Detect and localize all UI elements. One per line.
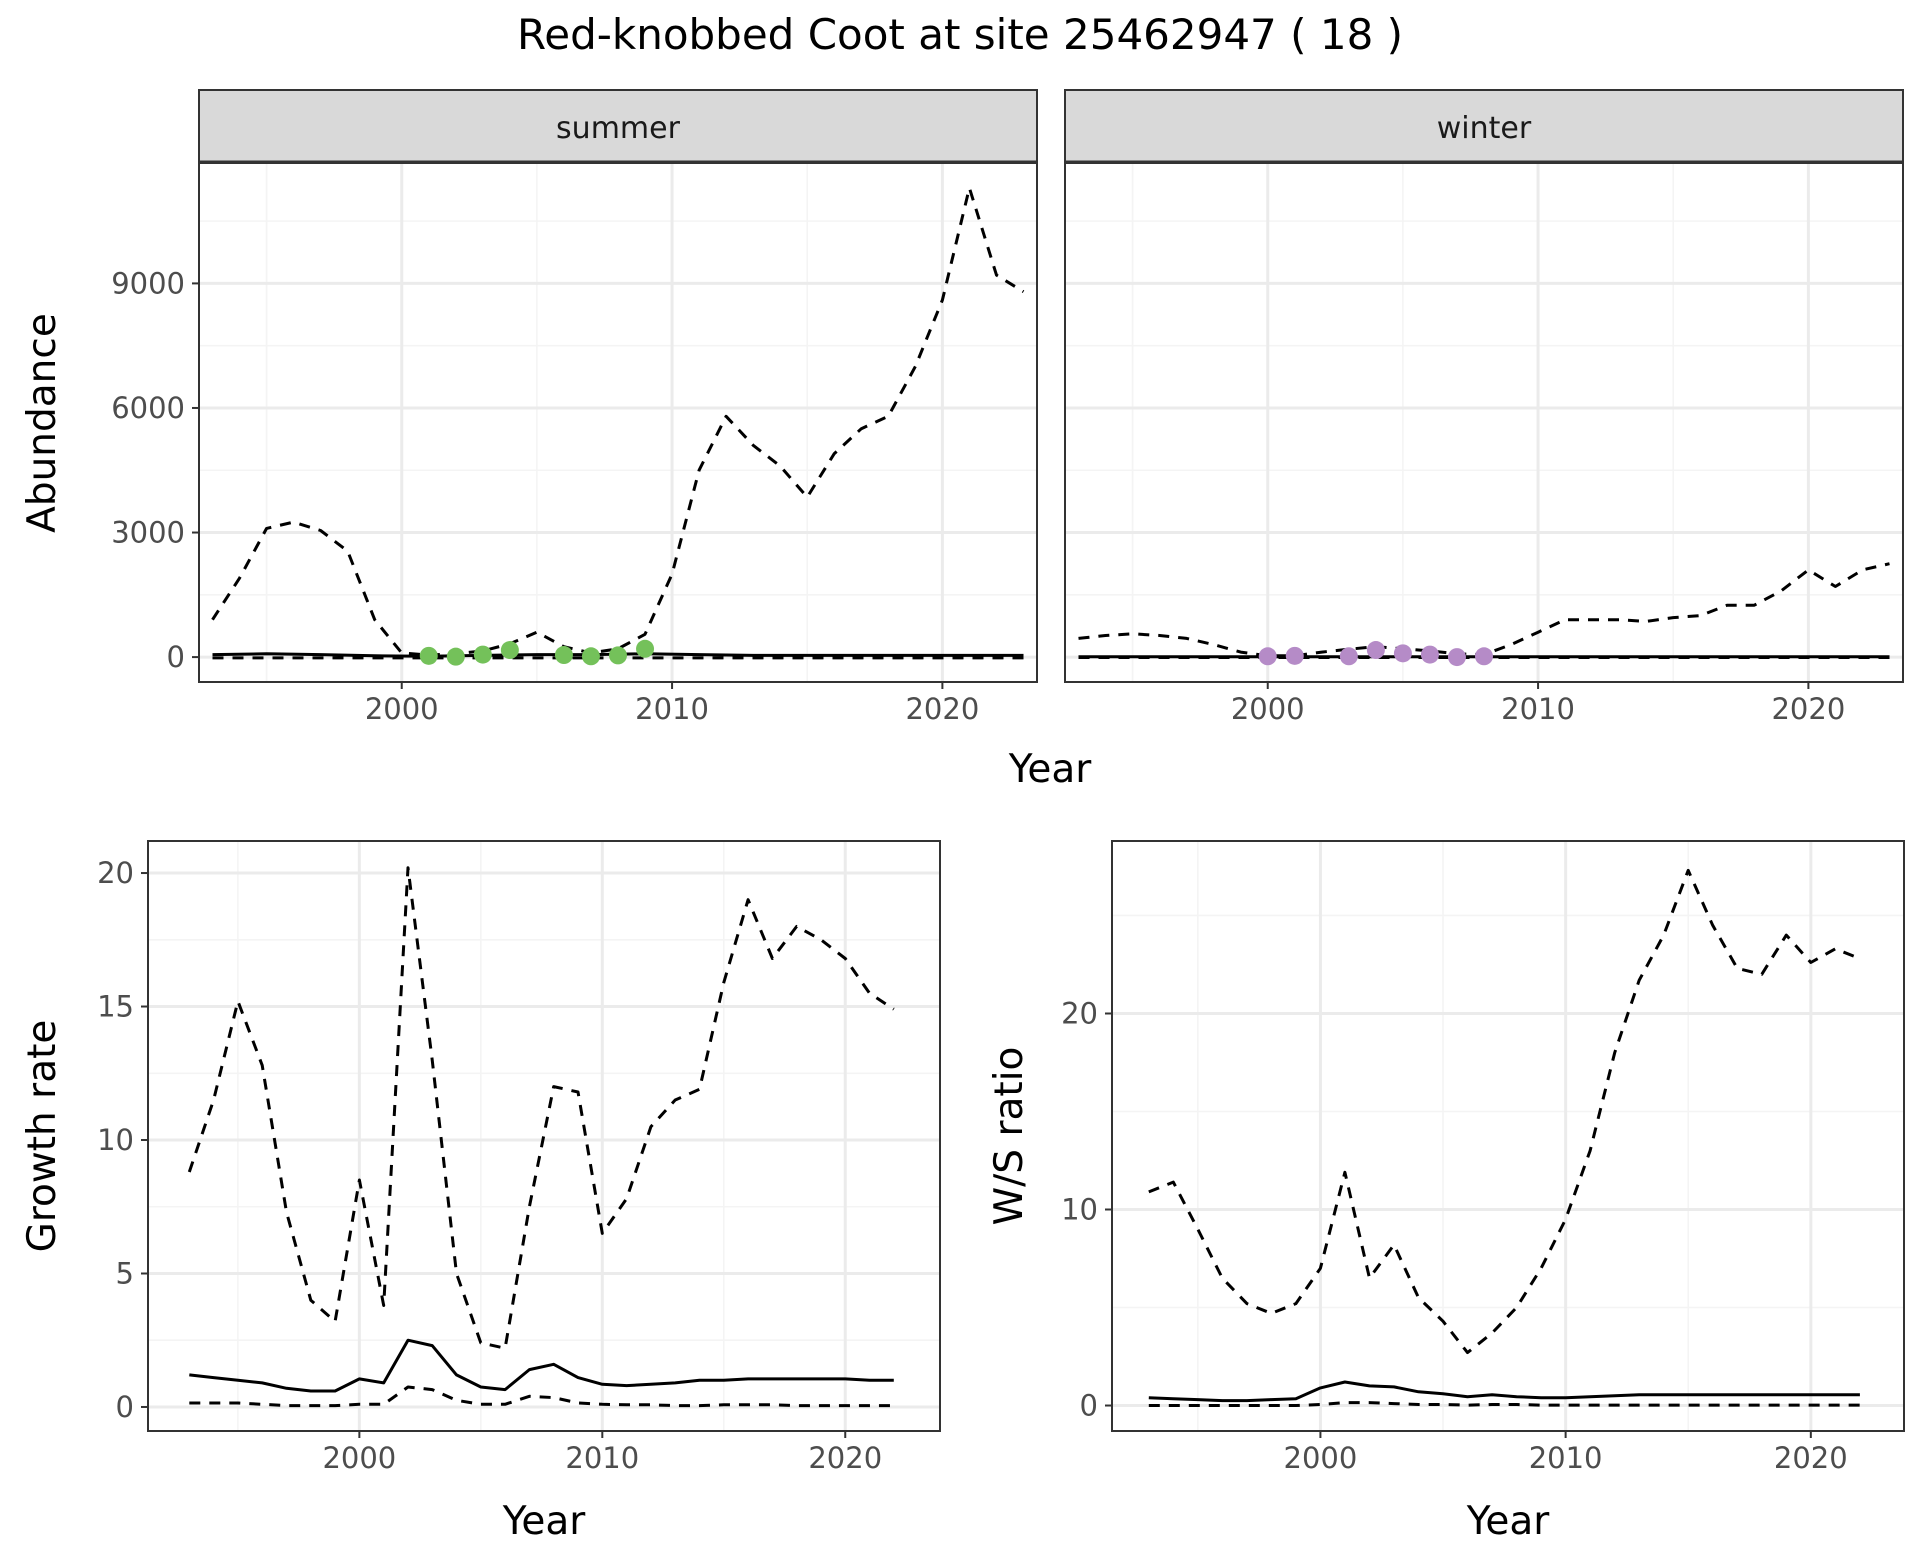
y-tick-label: 9000 <box>111 266 185 300</box>
y-tick-label: 0 <box>167 640 185 674</box>
summer-data-point <box>636 639 655 658</box>
y-tick-label: 5 <box>116 1256 134 1290</box>
ws-ratio-y-axis-title: W/S ratio <box>987 1047 1032 1226</box>
summer-data-point <box>609 646 627 665</box>
x-tick-label: 2000 <box>1284 1441 1358 1475</box>
x-tick-label: 2010 <box>1529 1441 1603 1475</box>
summer-data-point <box>446 647 465 666</box>
summer-data-point <box>554 646 573 665</box>
facet-strip <box>198 89 1038 164</box>
y-tick-label: 15 <box>97 990 134 1024</box>
winter-data-point <box>1393 644 1412 663</box>
figure-title: Red-knobbed Coot at site 25462947 ( 18 ) <box>517 10 1403 59</box>
growth-series-solid-line <box>189 1338 894 1393</box>
x-tick-label: 2010 <box>1501 692 1575 726</box>
y-tick-label: 20 <box>1061 996 1098 1030</box>
winter-data-point <box>1339 647 1358 666</box>
y-tick-label: 6000 <box>111 391 185 425</box>
y-tick-label: 20 <box>97 856 134 890</box>
facet-label-summer: summer <box>556 111 681 146</box>
y-tick-label: 10 <box>97 1123 134 1157</box>
summer-data-point <box>500 641 519 660</box>
winter-data-point <box>1285 646 1304 665</box>
x-tick-label: 2010 <box>565 1441 639 1475</box>
ws-ratio-series-solid-line <box>1148 1380 1860 1403</box>
panel-border <box>1111 840 1905 1432</box>
abundance-x-axis-title: Year <box>1008 747 1093 792</box>
summer-data-point <box>419 646 438 665</box>
ws-ratio-x-axis-title: Year <box>1466 1499 1551 1544</box>
x-tick-label: 2000 <box>322 1441 396 1475</box>
summer-data-point <box>581 647 600 666</box>
panel-border <box>147 840 941 1432</box>
winter-data-point <box>1420 645 1439 664</box>
y-tick-label: 3000 <box>111 516 185 550</box>
x-tick-label: 2000 <box>365 692 439 726</box>
x-tick-label: 2020 <box>1774 1441 1848 1475</box>
y-tick-label: 10 <box>1061 1193 1098 1227</box>
x-tick-label: 2020 <box>808 1441 882 1475</box>
y-tick-label: 0 <box>116 1390 134 1424</box>
x-tick-label: 2020 <box>1771 692 1845 726</box>
winter-data-point <box>1475 647 1493 666</box>
summer-data-point <box>473 645 492 664</box>
winter-data-point <box>1366 641 1385 660</box>
growth-series-dashed-line <box>189 1385 894 1408</box>
x-tick-label: 2000 <box>1231 692 1305 726</box>
growth-series-dashed-line <box>187 866 895 1350</box>
winter-data-point <box>1258 647 1277 666</box>
growth-y-axis-title: Growth rate <box>20 1020 65 1253</box>
facet-label-winter: winter <box>1437 111 1532 146</box>
growth-x-axis-title: Year <box>502 1499 587 1544</box>
y-tick-label: 0 <box>1080 1389 1098 1423</box>
winter-data-point <box>1447 648 1466 667</box>
x-tick-label: 2010 <box>635 692 709 726</box>
x-tick-label: 2020 <box>905 692 979 726</box>
abundance-y-axis-title: Abundance <box>20 313 65 533</box>
